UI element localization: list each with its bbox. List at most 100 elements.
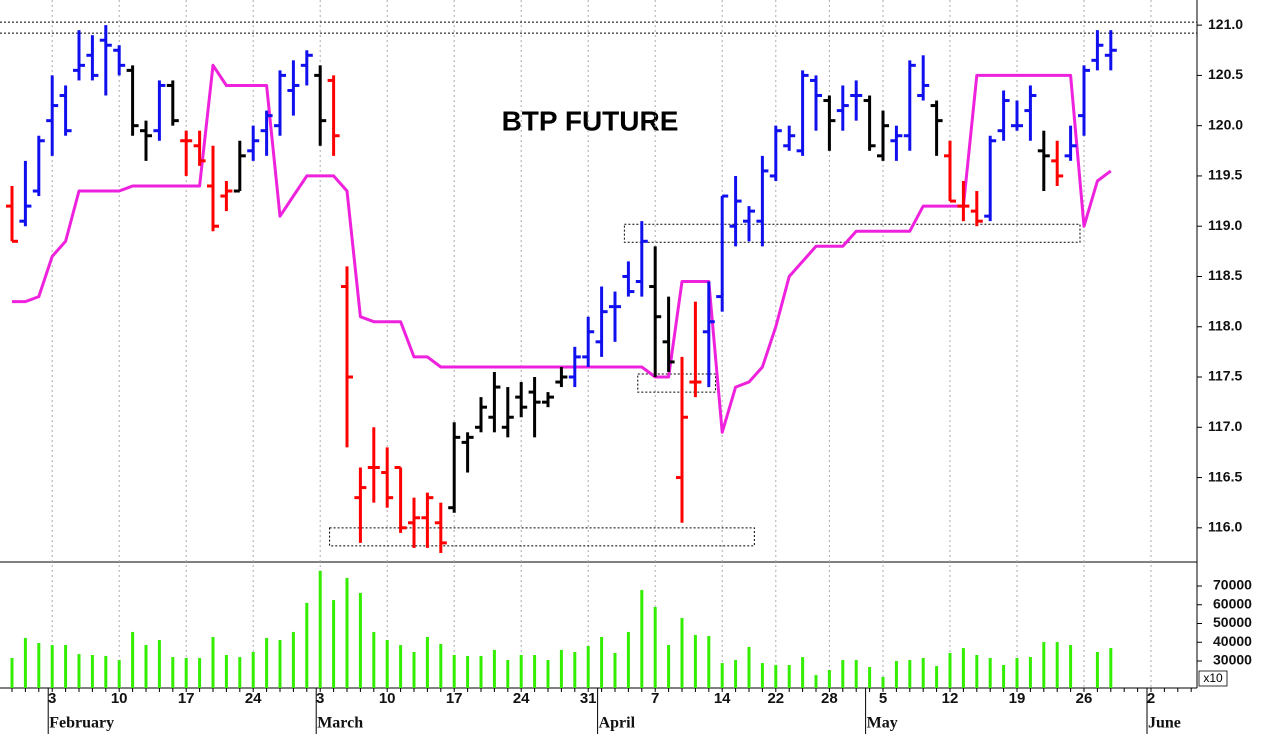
volume-bar xyxy=(961,648,965,688)
month-label: May xyxy=(867,715,898,732)
volume-bar xyxy=(827,670,831,688)
volume-bar xyxy=(801,657,805,688)
volume-bar xyxy=(412,652,416,688)
x-tick-label: 2 xyxy=(1147,690,1155,707)
x-tick-label: 31 xyxy=(580,690,597,707)
volume-bar xyxy=(157,640,161,688)
y-tick-label: 117.5 xyxy=(1208,368,1242,384)
volume-bar xyxy=(868,667,872,688)
volume-bar xyxy=(1055,642,1059,688)
y-tick-label: 118.5 xyxy=(1208,267,1242,283)
x-tick-label: 24 xyxy=(245,690,262,707)
month-label: March xyxy=(317,715,363,732)
volume-bar xyxy=(332,600,336,688)
x-tick-label: 17 xyxy=(178,690,195,707)
volume-bar xyxy=(77,654,81,688)
chart-title: BTP FUTURE xyxy=(502,105,679,136)
volume-bar xyxy=(747,646,751,688)
volume-bar xyxy=(211,637,215,688)
volume-bar xyxy=(399,645,403,688)
x-tick-label: 19 xyxy=(1009,690,1026,707)
volume-bar xyxy=(975,655,979,688)
volume-bar xyxy=(184,658,188,688)
volume-bar xyxy=(466,655,470,688)
volume-bar xyxy=(64,645,68,688)
volume-bar xyxy=(117,660,121,688)
volume-bar xyxy=(787,664,791,688)
volume-bar xyxy=(600,637,604,688)
volume-bar xyxy=(452,655,456,688)
volume-bar xyxy=(10,658,14,688)
volume-bar xyxy=(479,655,483,688)
x-tick-label: 3 xyxy=(316,690,324,707)
volume-bar xyxy=(707,636,711,688)
volume-bar xyxy=(640,589,644,688)
volume-bar xyxy=(439,643,443,688)
x-tick-label: 10 xyxy=(111,690,128,707)
volume-bar xyxy=(774,664,778,688)
volume-bar xyxy=(358,592,362,688)
annotation-box xyxy=(329,527,755,547)
volume-bar xyxy=(492,649,496,688)
volume-unit: x10 xyxy=(1203,671,1223,685)
volume-bar xyxy=(894,661,898,688)
volume-bar xyxy=(1109,648,1113,688)
x-tick-label: 5 xyxy=(879,690,887,707)
volume-bar xyxy=(1095,652,1099,688)
volume-bar xyxy=(238,657,242,688)
volume-bar xyxy=(881,676,885,688)
month-label: February xyxy=(49,715,114,732)
volume-bar xyxy=(23,637,27,688)
volume-bar xyxy=(90,655,94,688)
volume-bar xyxy=(667,645,671,688)
y-tick-label: 119.5 xyxy=(1208,167,1242,183)
volume-bar xyxy=(533,655,537,688)
y-tick-label: 120.0 xyxy=(1208,116,1243,132)
volume-bar xyxy=(613,652,617,688)
volume-bar xyxy=(653,607,657,688)
volume-tick-label: 30000 xyxy=(1213,652,1252,668)
volume-bar xyxy=(908,660,912,688)
volume-bar xyxy=(1015,658,1019,688)
annotation-box xyxy=(623,223,1081,243)
volume-bar xyxy=(546,660,550,688)
volume-bar xyxy=(935,666,939,688)
volume-bar xyxy=(680,618,684,688)
x-tick-label: 10 xyxy=(379,690,396,707)
volume-bar xyxy=(144,645,148,688)
volume-bar xyxy=(345,577,349,688)
volume-bar xyxy=(1069,645,1073,688)
y-tick-label: 116.5 xyxy=(1208,468,1242,484)
volume-bar xyxy=(224,655,228,688)
unit-box xyxy=(1198,670,1228,687)
y-tick-label: 117.0 xyxy=(1208,418,1242,434)
volume-bar xyxy=(693,634,697,688)
volume-bar xyxy=(1028,657,1032,688)
volume-bar xyxy=(198,658,202,688)
volume-bar xyxy=(104,655,108,688)
volume-bar xyxy=(1002,664,1006,688)
x-tick-label: 12 xyxy=(942,690,959,707)
volume-tick-label: 70000 xyxy=(1213,577,1252,593)
x-tick-label: 26 xyxy=(1076,690,1093,707)
x-tick-label: 22 xyxy=(767,690,784,707)
month-label: April xyxy=(599,715,636,732)
volume-bar xyxy=(37,643,41,688)
volume-bar xyxy=(626,631,630,688)
volume-bar xyxy=(586,646,590,688)
volume-bar xyxy=(1042,642,1046,688)
x-tick-label: 17 xyxy=(446,690,463,707)
volume-bar xyxy=(948,652,952,688)
y-tick-label: 118.0 xyxy=(1208,317,1242,333)
volume-tick-label: 60000 xyxy=(1213,595,1252,611)
volume-bar xyxy=(171,657,175,688)
volume-bar xyxy=(291,631,295,688)
volume-bar xyxy=(734,660,738,688)
volume-bar xyxy=(519,655,523,688)
x-tick-label: 14 xyxy=(714,690,731,707)
volume-bar xyxy=(841,660,845,688)
volume-tick-label: 40000 xyxy=(1213,633,1252,649)
volume-bar xyxy=(854,660,858,688)
volume-bar xyxy=(50,645,54,688)
